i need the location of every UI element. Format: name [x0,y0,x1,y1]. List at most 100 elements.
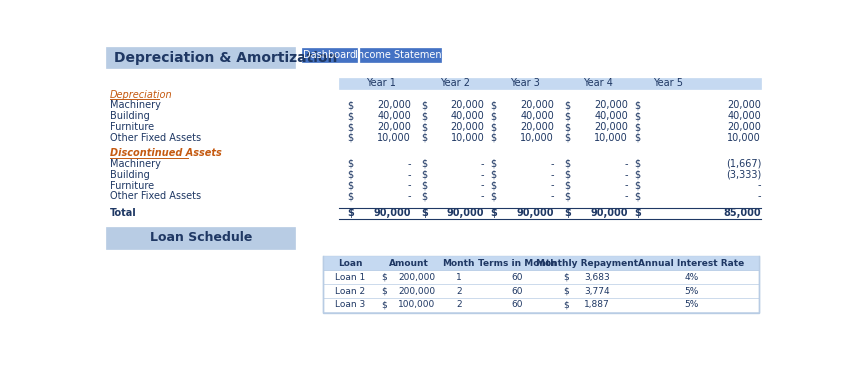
Bar [323,256,759,313]
Text: 1: 1 [456,273,462,282]
Text: $: $ [421,208,428,218]
Text: $: $ [564,191,570,201]
Text: Other Fixed Assets: Other Fixed Assets [110,191,201,201]
Text: -: - [757,191,761,201]
Text: $: $ [348,111,354,121]
Text: 100,000: 100,000 [399,300,435,309]
Text: $: $ [634,191,640,201]
Bar [302,48,357,62]
Text: $: $ [382,273,387,282]
Text: -: - [551,191,554,201]
Text: Building: Building [110,170,150,180]
Text: $: $ [564,170,570,180]
Text: 10,000: 10,000 [377,133,411,143]
Text: 5%: 5% [684,300,699,309]
Text: Building: Building [110,111,150,121]
Text: $: $ [634,181,640,190]
Bar [360,48,441,62]
Text: $: $ [348,133,354,143]
Text: $: $ [634,122,640,132]
Text: $: $ [564,287,570,296]
Text: -: - [551,159,554,169]
Text: -: - [407,181,411,190]
Text: 10,000: 10,000 [450,133,484,143]
Text: Dashboard: Dashboard [303,50,356,60]
Text: Loan Schedule: Loan Schedule [150,231,252,244]
Text: Loan 1: Loan 1 [335,273,366,282]
Text: 200,000: 200,000 [399,273,435,282]
Text: 40,000: 40,000 [520,111,554,121]
Text: $: $ [634,170,640,180]
Text: Loan: Loan [338,259,363,268]
Text: $: $ [634,159,640,169]
Text: 60: 60 [511,300,523,309]
Text: $: $ [348,100,354,110]
Text: -: - [407,170,411,180]
Text: -: - [481,159,484,169]
Text: $: $ [564,273,570,282]
Text: $: $ [348,208,354,218]
Text: Loan 3: Loan 3 [335,300,366,309]
Text: $: $ [348,181,354,190]
Text: $: $ [564,100,570,110]
Text: 60: 60 [511,287,523,296]
Text: 200,000: 200,000 [399,287,435,296]
Text: Discontinued Assets: Discontinued Assets [110,148,222,158]
Text: $: $ [564,300,570,309]
Text: -: - [551,170,554,180]
Text: Total: Total [110,208,137,218]
Text: $: $ [421,122,427,132]
Text: 90,000: 90,000 [590,208,628,218]
Text: $: $ [564,133,570,143]
Text: 20,000: 20,000 [377,100,411,110]
Text: $: $ [421,159,427,169]
Text: 40,000: 40,000 [728,111,761,121]
Text: Machinery: Machinery [110,159,161,169]
Text: 90,000: 90,000 [447,208,484,218]
Text: 40,000: 40,000 [594,111,628,121]
Text: $: $ [564,159,570,169]
Text: $: $ [490,208,497,218]
Text: $: $ [564,181,570,190]
Text: $: $ [348,191,354,201]
Text: $: $ [564,122,570,132]
Text: Furniture: Furniture [110,181,154,190]
Text: 90,000: 90,000 [373,208,411,218]
Text: $: $ [490,181,496,190]
Bar [106,47,295,68]
Text: -: - [407,159,411,169]
Text: 10,000: 10,000 [728,133,761,143]
Text: 85,000: 85,000 [723,208,761,218]
Text: $: $ [634,208,641,218]
Bar [339,78,761,88]
Text: $: $ [382,300,387,309]
Text: Depreciation: Depreciation [110,90,173,100]
Text: 2: 2 [456,287,462,296]
Text: Annual Interest Rate: Annual Interest Rate [638,259,745,268]
Text: 90,000: 90,000 [517,208,554,218]
Text: $: $ [490,122,496,132]
Text: $: $ [490,100,496,110]
Text: $: $ [490,170,496,180]
Text: 20,000: 20,000 [728,100,761,110]
Text: -: - [757,181,761,190]
Text: Year 4: Year 4 [583,78,614,88]
Text: Other Fixed Assets: Other Fixed Assets [110,133,201,143]
Text: Furniture: Furniture [110,122,154,132]
Text: 3,774: 3,774 [584,287,610,296]
Text: 20,000: 20,000 [520,100,554,110]
Text: $: $ [421,191,427,201]
Text: 40,000: 40,000 [377,111,411,121]
Text: Year 3: Year 3 [510,78,540,88]
Text: $: $ [490,191,496,201]
Text: -: - [624,191,628,201]
Text: $: $ [421,170,427,180]
Text: Terms in Month: Terms in Month [478,259,557,268]
Text: -: - [551,181,554,190]
Text: Loan 2: Loan 2 [335,287,366,296]
Text: 20,000: 20,000 [728,122,761,132]
Text: Year 1: Year 1 [366,78,396,88]
Text: Year 5: Year 5 [653,78,683,88]
Text: 1,887: 1,887 [584,300,610,309]
Text: -: - [624,159,628,169]
